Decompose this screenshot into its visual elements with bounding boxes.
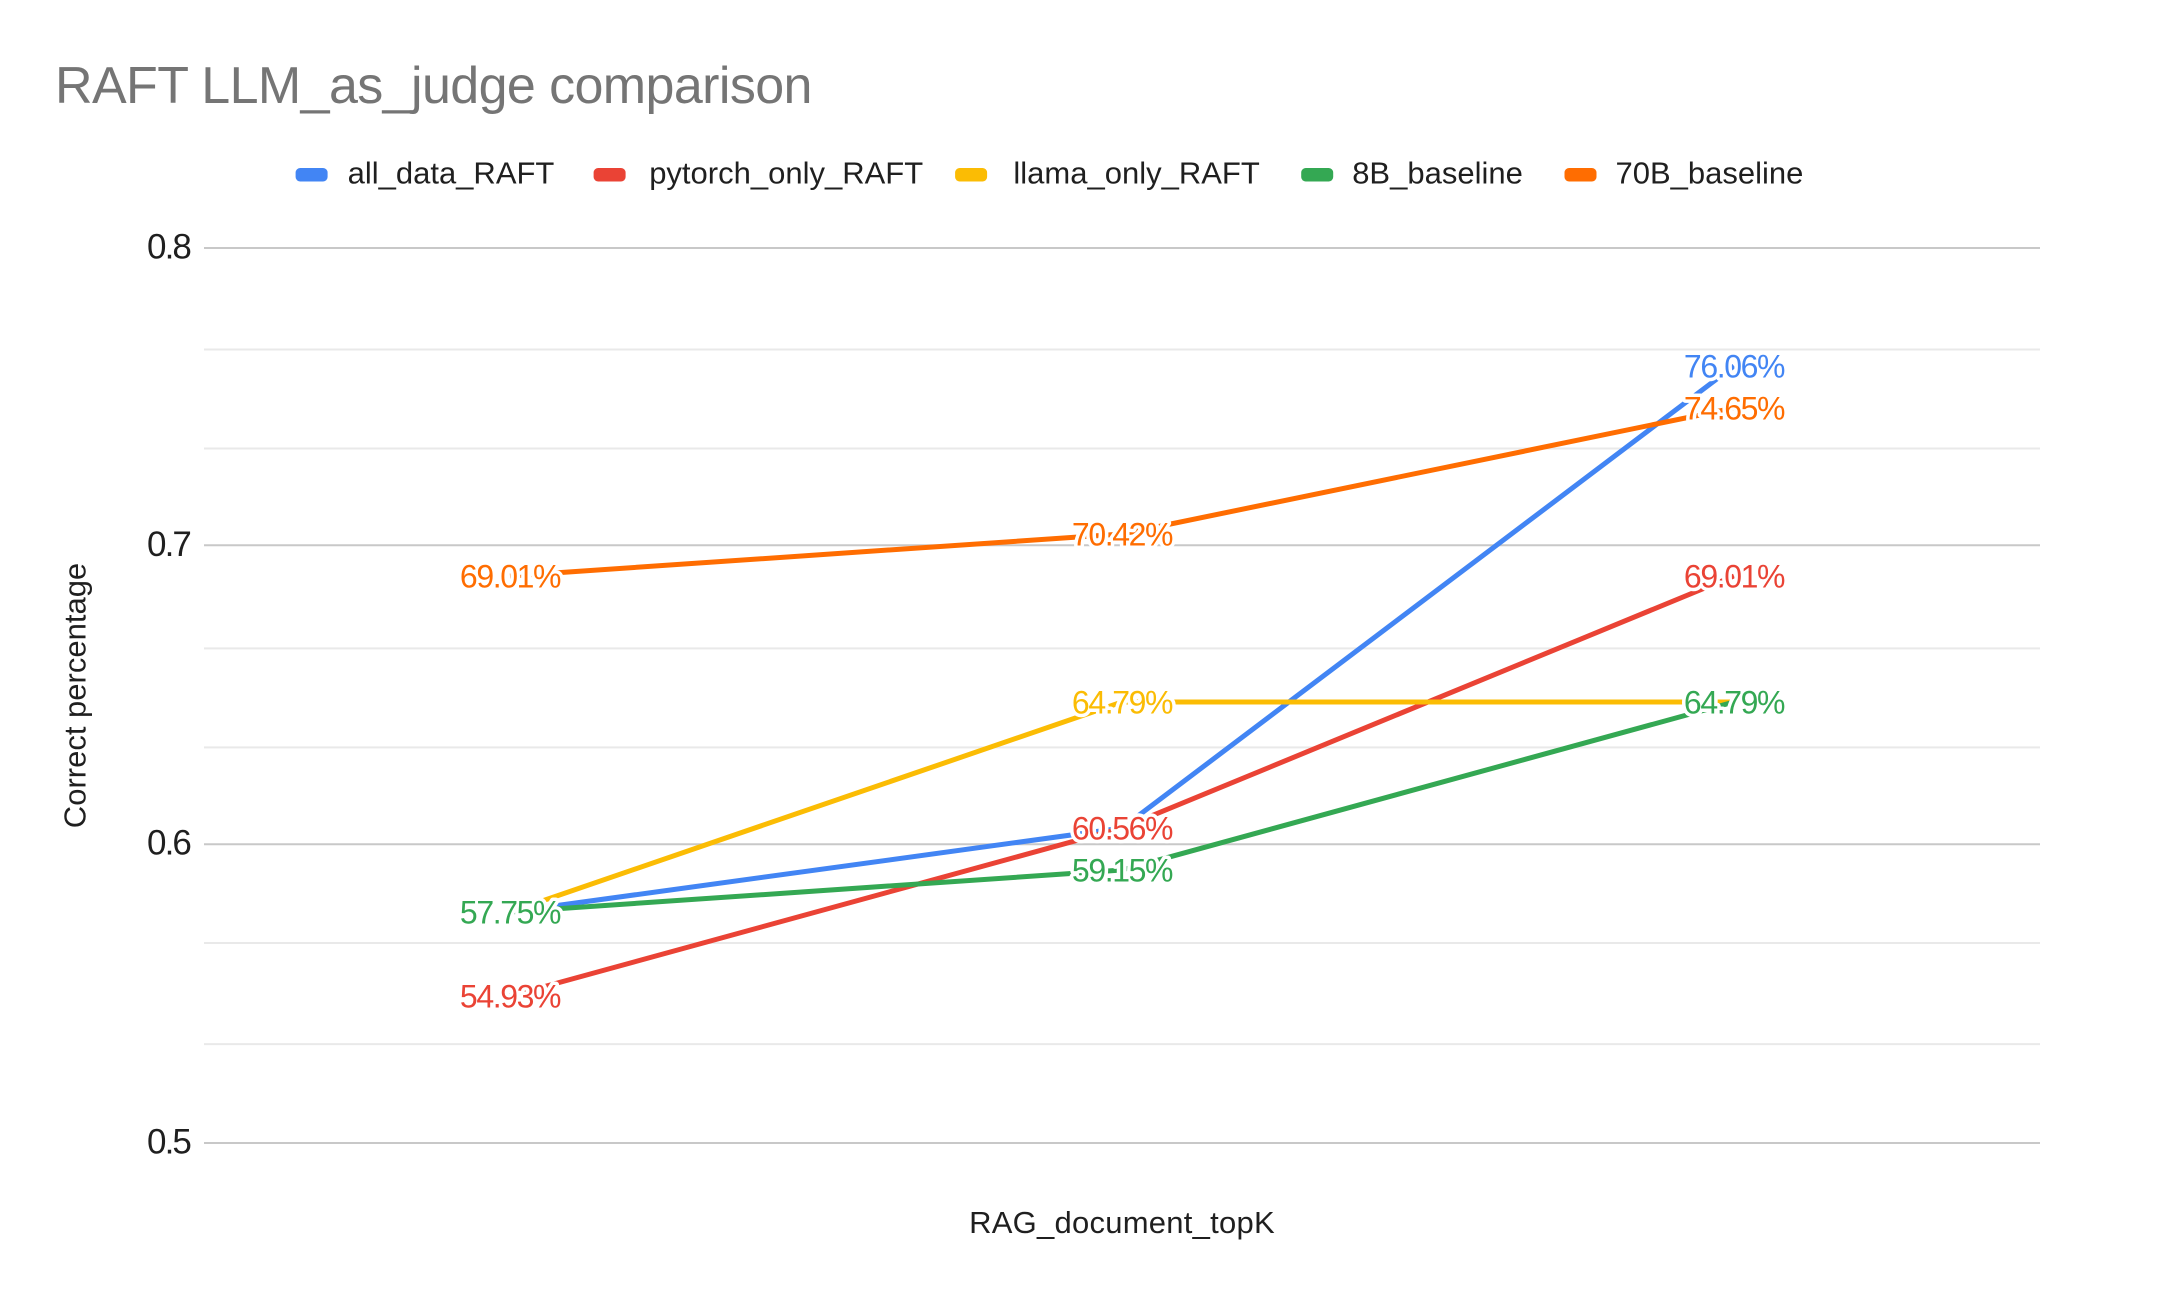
svg-text:0.5: 0.5 [147, 1123, 190, 1162]
svg-text:8B_baseline: 8B_baseline [1352, 156, 1523, 191]
svg-text:70.42%: 70.42% [1072, 516, 1173, 552]
svg-text:76.06%: 76.06% [1684, 348, 1785, 384]
svg-text:60.56%: 60.56% [1072, 810, 1173, 846]
svg-text:54.93%: 54.93% [460, 978, 561, 1014]
svg-text:0.7: 0.7 [147, 525, 190, 564]
svg-text:59.15%: 59.15% [1072, 852, 1173, 888]
svg-text:RAG_document_topK: RAG_document_topK [969, 1205, 1275, 1240]
svg-text:llama_only_RAFT: llama_only_RAFT [1013, 156, 1259, 191]
svg-text:pytorch_only_RAFT: pytorch_only_RAFT [649, 156, 923, 191]
svg-text:all_data_RAFT: all_data_RAFT [348, 156, 555, 191]
svg-text:57.75%: 57.75% [460, 894, 561, 930]
svg-text:69.01%: 69.01% [1684, 558, 1785, 594]
svg-text:Correct percentage: Correct percentage [58, 563, 93, 828]
svg-text:69.01%: 69.01% [460, 558, 561, 594]
svg-text:0.6: 0.6 [147, 824, 190, 863]
svg-text:74.65%: 74.65% [1684, 390, 1785, 426]
svg-text:64.79%: 64.79% [1684, 684, 1785, 720]
svg-text:0.8: 0.8 [147, 228, 190, 267]
svg-text:RAFT LLM_as_judge comparison: RAFT LLM_as_judge comparison [55, 57, 812, 115]
svg-text:64.79%: 64.79% [1072, 684, 1173, 720]
svg-text:70B_baseline: 70B_baseline [1616, 156, 1804, 191]
